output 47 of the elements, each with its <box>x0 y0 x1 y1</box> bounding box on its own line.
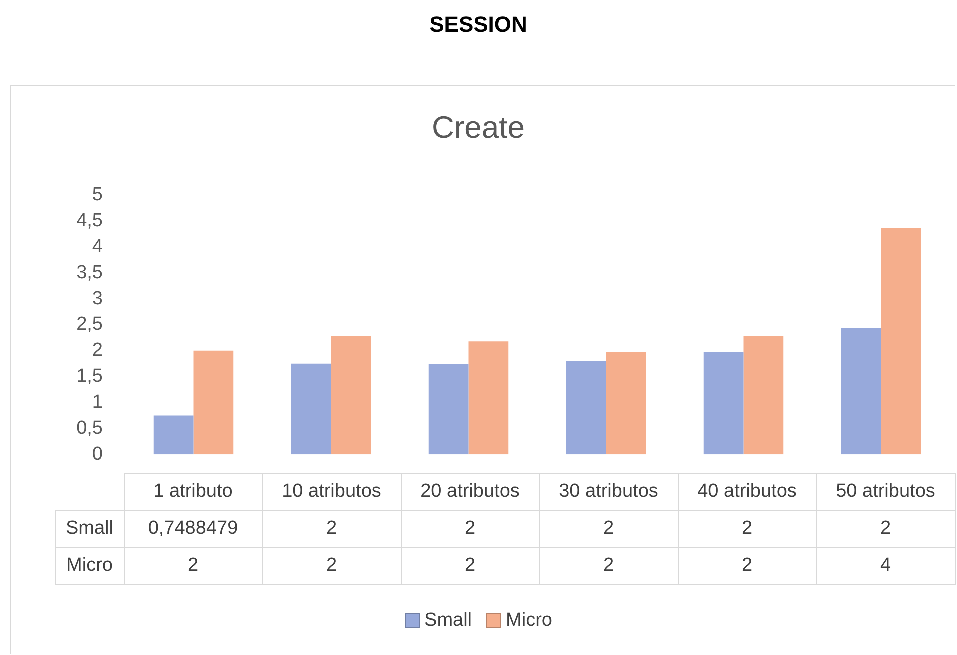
y-tick-label: 3,5 <box>76 262 103 284</box>
x-tick-label: 1 atributo <box>124 474 262 510</box>
bar <box>841 328 882 455</box>
y-tick-label: 3 <box>92 288 103 310</box>
x-tick-label: 30 atributos <box>540 474 678 510</box>
data-label: 2 <box>678 548 816 584</box>
bar <box>566 361 606 455</box>
data-label: 2 <box>540 510 678 548</box>
chart-subtitle: Create <box>430 110 526 146</box>
data-label: 0,7488479 <box>124 510 262 548</box>
bar <box>331 336 372 455</box>
data-label: 2 <box>540 548 678 584</box>
y-tick-label: 1,5 <box>76 366 103 388</box>
bar <box>194 350 234 455</box>
data-label: 2 <box>262 548 401 584</box>
legend-label: Micro <box>505 610 552 632</box>
data-label: 2 <box>124 548 262 584</box>
y-tick-label: 5 <box>92 184 103 206</box>
bar <box>468 342 509 455</box>
bar <box>291 364 332 455</box>
data-label: 2 <box>678 510 816 548</box>
text: Small <box>66 518 114 539</box>
y-tick-label: 0 <box>92 444 103 465</box>
y-tick-label: 4,5 <box>76 210 103 232</box>
bar <box>704 352 744 455</box>
chart-title: SESSION <box>428 12 528 38</box>
y-tick-label: 4 <box>92 236 104 258</box>
bar <box>606 352 646 455</box>
legend-label: Small <box>424 610 472 632</box>
bar <box>154 416 194 455</box>
bar <box>744 336 784 455</box>
data-label: 4 <box>816 548 955 584</box>
x-tick-label: 10 atributos <box>262 474 401 510</box>
text: Micro <box>66 555 113 576</box>
data-label: 2 <box>816 510 955 548</box>
data-label: 2 <box>401 548 540 584</box>
y-tick-label: 2,5 <box>76 314 103 336</box>
x-tick-label: 40 atributos <box>678 474 816 510</box>
bar <box>428 364 469 455</box>
data-label: 2 <box>401 510 540 548</box>
y-tick-label: 0,5 <box>76 418 103 439</box>
data-label: 2 <box>262 510 401 548</box>
y-tick-label: 1 <box>92 392 103 413</box>
x-tick-label: 50 atributos <box>816 474 955 510</box>
y-tick-label: 2 <box>92 340 103 362</box>
x-tick-label: 20 atributos <box>401 474 540 510</box>
bar <box>881 228 922 455</box>
